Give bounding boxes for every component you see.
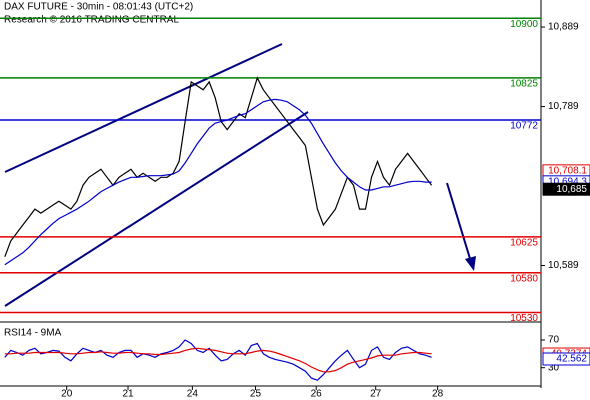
y-tick-label: 10,589: [548, 260, 579, 271]
x-tick-label: 26: [311, 389, 323, 400]
y-tick-label: 30: [548, 362, 560, 373]
x-tick-label: 28: [432, 389, 444, 400]
level-label: 10530: [510, 313, 538, 324]
x-tick-label: 20: [61, 389, 73, 400]
y-tick-label: 70: [548, 335, 560, 346]
projection-arrow: [446, 182, 472, 263]
x-tick-label: 25: [250, 389, 262, 400]
arrow-head: [465, 256, 476, 271]
y-tick-label: 10,889: [548, 22, 579, 33]
x-tick-label: 27: [370, 389, 382, 400]
chart-title: DAX FUTURE - 30min - 08:01:43 (UTC+2): [4, 2, 193, 13]
level-label: 10580: [510, 273, 538, 284]
last-value-label: 10,685: [556, 184, 587, 195]
x-tick-label: 24: [187, 389, 199, 400]
series-line: [4, 347, 432, 373]
channel-line: [4, 43, 283, 173]
level-label: 10900: [510, 19, 538, 30]
last-value-label: 10,694.3: [548, 176, 587, 187]
last-value-box: [542, 182, 590, 196]
chart-subtitle: Research © 2016 TRADING CENTRAL: [4, 15, 179, 26]
series-line: [4, 98, 432, 266]
level-label: 10772: [510, 121, 538, 132]
level-label: 10625: [510, 238, 538, 249]
last-value-label: 42.562: [556, 354, 587, 365]
series-line: [4, 339, 432, 381]
level-label: 10825: [510, 79, 538, 90]
last-value-label: 10,708.1: [548, 165, 587, 176]
x-tick-label: 21: [122, 389, 134, 400]
y-tick-label: 10,789: [548, 101, 579, 112]
rsi-title: RSI14 - 9MA: [4, 328, 62, 339]
series-line: [4, 76, 433, 258]
channel-line: [4, 111, 309, 307]
last-value-box: [542, 352, 590, 366]
